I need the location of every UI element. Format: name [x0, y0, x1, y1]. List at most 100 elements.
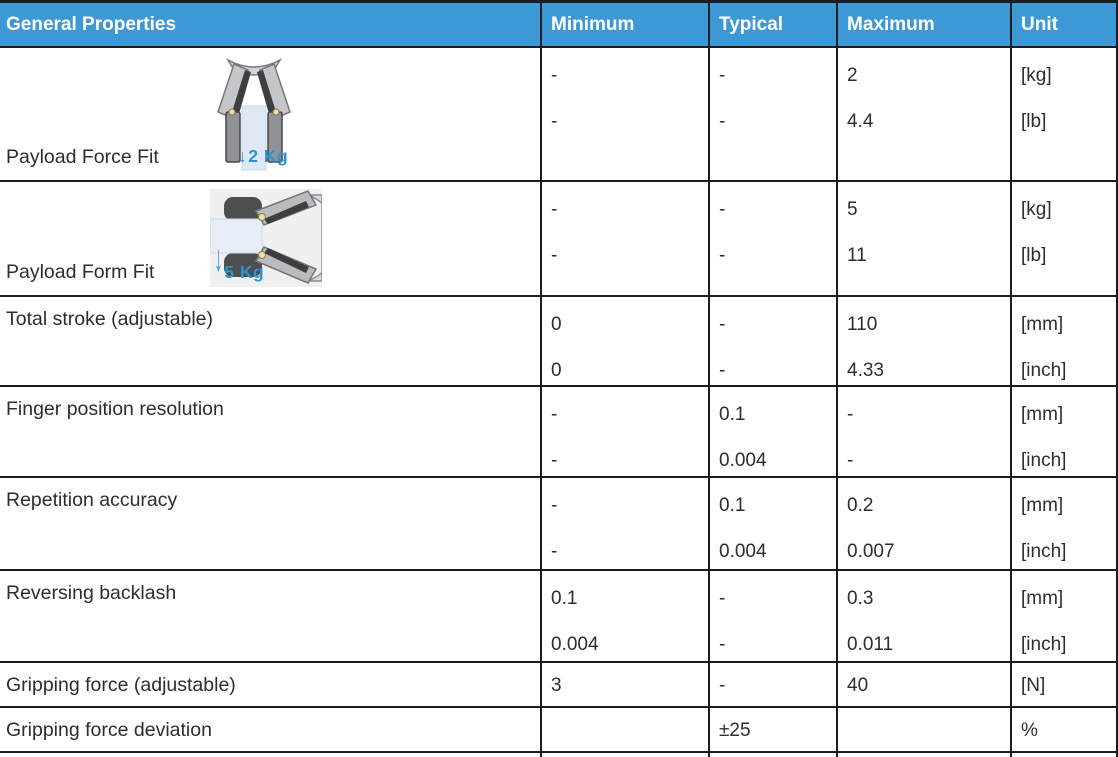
value-text: [mm]: [1021, 588, 1064, 609]
down-arrow-icon: ↓: [214, 236, 224, 279]
value-text: [lb]: [1021, 111, 1047, 132]
value-text: 0.011: [847, 634, 894, 655]
value-text: ±25: [719, 720, 751, 741]
table-row: Payload Form Fit ↓5 Kg - - - -5 11 [kg] [lb]: [0, 182, 1118, 297]
value-cell-min: 3: [540, 663, 708, 706]
value-text: -: [551, 541, 558, 562]
value-cell-typ: ±25: [708, 708, 836, 751]
value-cell-min: --: [540, 478, 708, 569]
property-label: Gripping force (adjustable): [6, 674, 236, 696]
down-arrow-icon: ↓: [238, 146, 248, 166]
table-cutoff-row: [0, 753, 1118, 757]
cutoff-cell: [836, 753, 1010, 757]
value-text: -: [551, 199, 558, 220]
value-cell-min: --: [540, 387, 708, 476]
value-text: [inch]: [1021, 450, 1067, 471]
payload-weight-badge: ↓5 Kg: [214, 237, 264, 283]
value-text: 110: [847, 314, 878, 335]
column-header-unit: Unit: [1010, 3, 1118, 46]
value-text: -: [719, 111, 726, 132]
property-cell: Payload Force Fit ↓2 Kg: [0, 48, 540, 180]
value-text: 2: [847, 65, 858, 86]
property-label: Reversing backlash: [6, 582, 177, 604]
value-text: -: [719, 245, 726, 266]
value-cell-min: --: [540, 182, 708, 295]
value-text: -: [551, 404, 558, 425]
table-row: Payload Force Fit ↓2 Kg - - - -2 4.4 [kg] [lb]: [0, 48, 1118, 182]
value-cell-typ: 0.1 0.004: [708, 478, 836, 569]
property-cell: Total stroke (adjustable): [0, 297, 540, 385]
property-cell: Payload Form Fit ↓5 Kg: [0, 182, 540, 295]
value-cell-unit: %: [1010, 708, 1118, 751]
column-header-minimum: Minimum: [540, 3, 708, 46]
value-text: 0.2: [847, 495, 874, 516]
value-text: [mm]: [1021, 404, 1064, 425]
property-label: Payload Form Fit: [6, 261, 155, 283]
value-text: 0.1: [719, 495, 746, 516]
value-text: -: [847, 450, 854, 471]
value-text: -: [719, 588, 726, 609]
cutoff-cell: [1010, 753, 1118, 757]
value-text: 0.007: [847, 541, 895, 562]
value-cell-max: 40: [836, 663, 1010, 706]
property-label: Payload Force Fit: [6, 146, 159, 168]
table-row: Total stroke (adjustable) 0 0- -110 4.33 [mm]…: [0, 297, 1118, 387]
value-text: [N]: [1021, 675, 1046, 696]
value-text: [lb]: [1021, 245, 1047, 266]
table-row: Reversing backlash 0.1 0.004- -0.3 0.011 [mm]…: [0, 571, 1118, 663]
value-cell-typ: -: [708, 663, 836, 706]
property-label: Finger position resolution: [6, 398, 224, 420]
value-cell-max: 0.3 0.011: [836, 571, 1010, 661]
value-text: 4.4: [847, 111, 874, 132]
value-cell-unit: [N]: [1010, 663, 1118, 706]
value-text: 3: [551, 675, 562, 696]
payload-weight-label: 2 Kg: [248, 146, 289, 166]
value-cell-min: 0.1 0.004: [540, 571, 708, 661]
value-text: 0.1: [551, 588, 578, 609]
value-text: 0.1: [719, 404, 746, 425]
value-cell-max: --: [836, 387, 1010, 476]
property-label: Total stroke (adjustable): [6, 308, 214, 330]
value-text: 0: [551, 360, 562, 381]
value-text: -: [551, 450, 558, 471]
table-row: Gripping force deviation ±25%: [0, 708, 1118, 753]
value-cell-unit: [mm] [inch]: [1010, 387, 1118, 476]
cutoff-cell: [708, 753, 836, 757]
cutoff-cell: [540, 753, 708, 757]
property-cell: Gripping force deviation: [0, 708, 540, 751]
value-text: -: [551, 245, 558, 266]
value-cell-max: 110 4.33: [836, 297, 1010, 385]
value-cell-typ: --: [708, 182, 836, 295]
value-cell-max: 0.2 0.007: [836, 478, 1010, 569]
value-text: [mm]: [1021, 314, 1064, 335]
value-text: -: [719, 199, 726, 220]
column-header-maximum: Maximum: [836, 3, 1010, 46]
value-text: -: [719, 360, 726, 381]
payload-force-fit-image: [198, 50, 310, 176]
value-text: [inch]: [1021, 360, 1067, 381]
value-text: [kg]: [1021, 65, 1052, 86]
value-text: 11: [847, 245, 867, 266]
table-row: Finger position resolution - -0.1 0.004- - [m…: [0, 387, 1118, 478]
value-text: -: [719, 675, 726, 696]
property-cell: Finger position resolution: [0, 387, 540, 476]
value-cell-min: [540, 708, 708, 751]
payload-weight-badge: ↓2 Kg: [238, 146, 288, 167]
value-text: -: [551, 65, 558, 86]
value-text: 0.004: [551, 634, 599, 655]
value-cell-unit: [mm] [inch]: [1010, 297, 1118, 385]
property-label: Repetition accuracy: [6, 489, 178, 511]
value-cell-max: [836, 708, 1010, 751]
value-cell-typ: --: [708, 48, 836, 180]
value-text: -: [719, 65, 726, 86]
value-cell-unit: [kg] [lb]: [1010, 182, 1118, 295]
property-cell: Gripping force (adjustable): [0, 663, 540, 706]
table-row: Repetition accuracy - -0.1 0.004 0.2 0.007 [mm…: [0, 478, 1118, 571]
column-header-general-properties: General Properties: [6, 13, 177, 35]
value-text: 0.004: [719, 541, 767, 562]
value-cell-typ: --: [708, 571, 836, 661]
value-text: -: [719, 634, 726, 655]
value-text: -: [551, 111, 558, 132]
